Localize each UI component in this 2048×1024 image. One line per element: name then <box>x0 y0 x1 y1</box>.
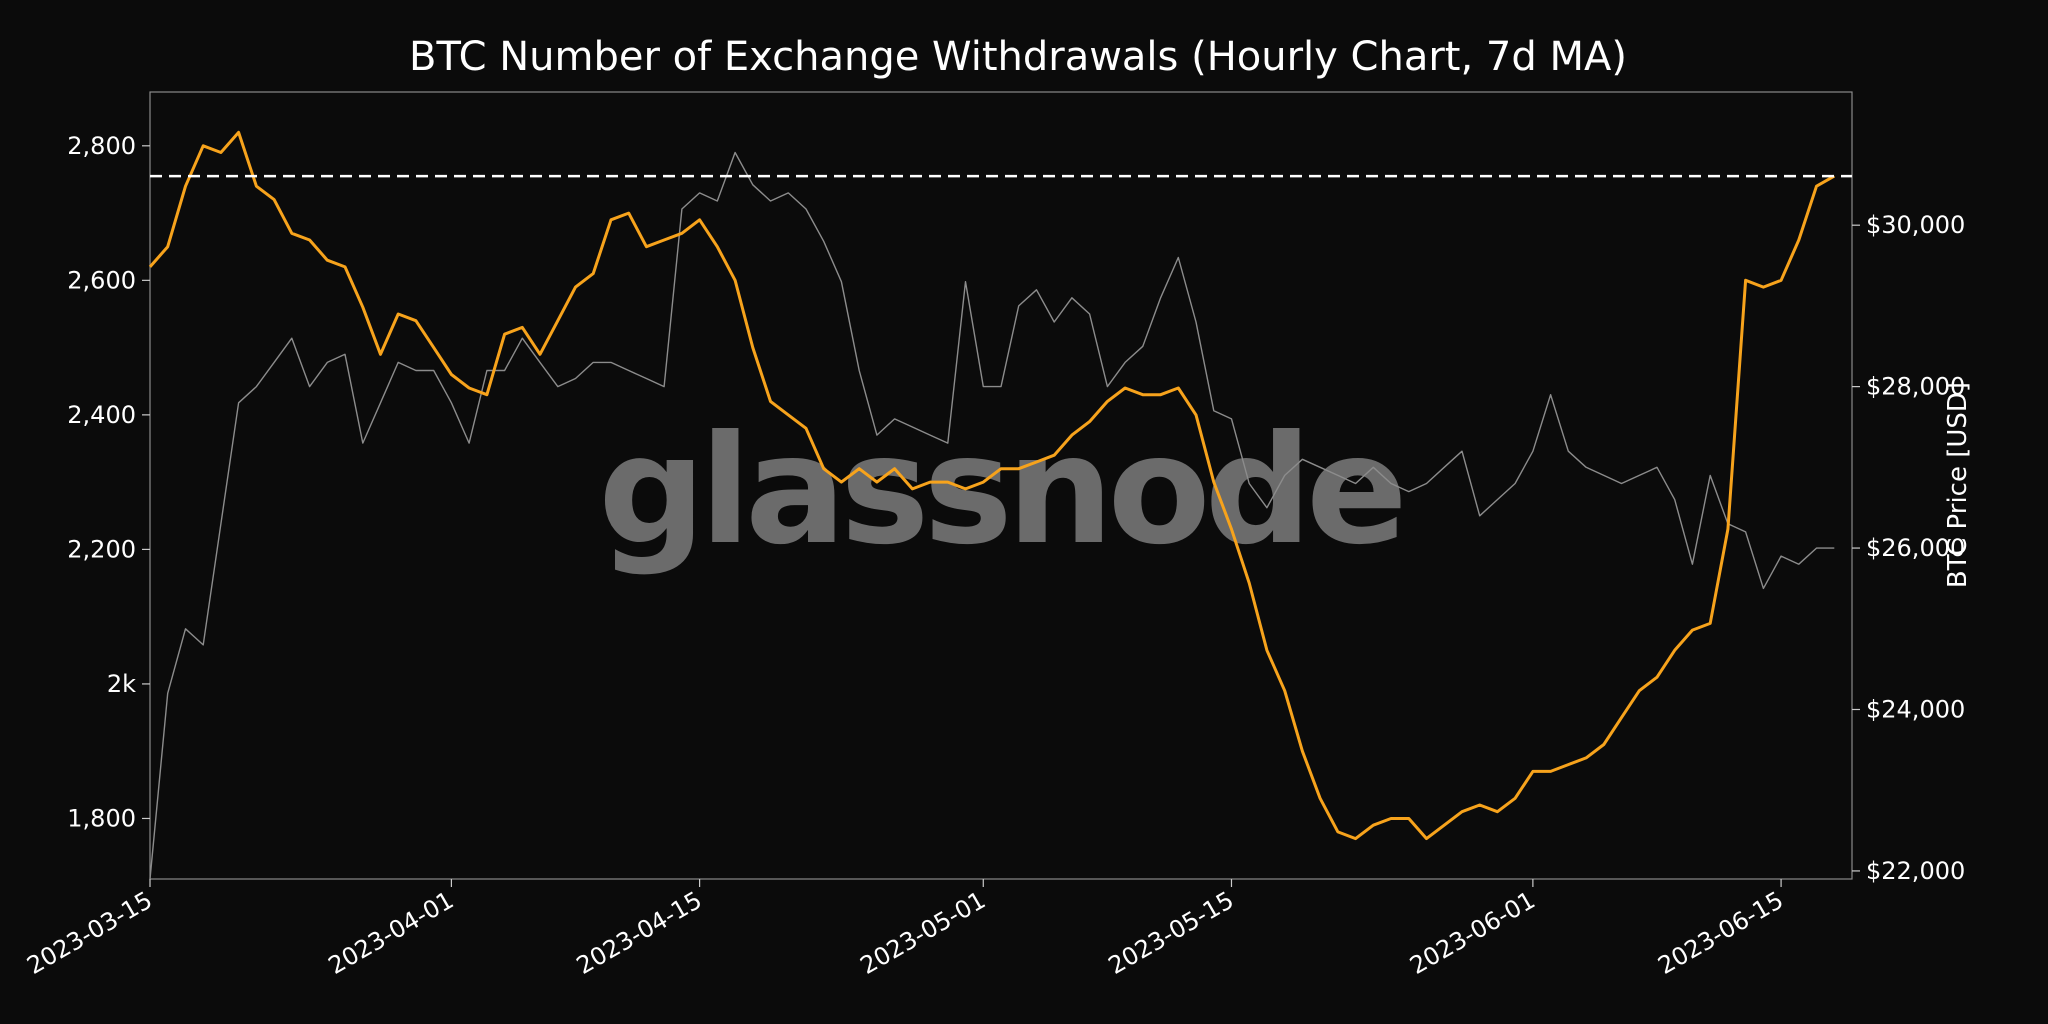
y-left-tick-label: 2,600 <box>67 266 136 294</box>
y-left-tick-label: 2,400 <box>67 401 136 429</box>
y-axis-left: 1,800 2k 2,200 2,400 2,600 2,800 <box>67 132 150 832</box>
y-left-tick-label: 2,800 <box>67 132 136 160</box>
y-axis-right-title: BTC Price [USD] <box>1943 382 1973 588</box>
y-right-tick-label: $26,000 <box>1866 534 1965 562</box>
y-left-tick-label: 1,800 <box>67 804 136 832</box>
y-left-tick-label: 2k <box>107 670 136 698</box>
series-line-withdrawals <box>148 130 1836 841</box>
y-right-tick-label: $24,000 <box>1866 695 1965 723</box>
y-axis-right: $22,000 $24,000 $26,000 $28,000 $30,000 <box>1852 211 1965 885</box>
chart-title: BTC Number of Exchange Withdrawals (Hour… <box>409 34 1627 80</box>
series-line-btc-price <box>149 151 1835 880</box>
series-layer <box>148 130 1836 880</box>
watermark: glassnode <box>598 404 1402 578</box>
plot-area <box>149 91 1853 880</box>
y-right-tick-label: $30,000 <box>1866 211 1965 239</box>
y-right-tick-label: $28,000 <box>1866 373 1965 401</box>
y-left-tick-label: 2,200 <box>67 535 136 563</box>
y-right-tick-label: $22,000 <box>1866 857 1965 885</box>
